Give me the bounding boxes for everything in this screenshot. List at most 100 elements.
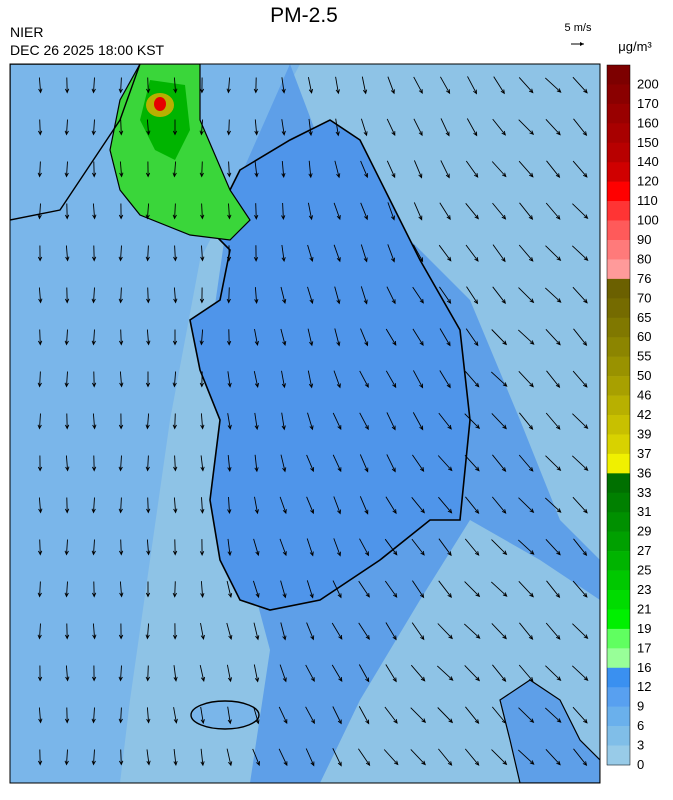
wind-arrow bbox=[278, 748, 288, 767]
wind-arrow bbox=[227, 496, 232, 515]
wind-arrow bbox=[226, 329, 232, 346]
wind-arrow bbox=[387, 76, 395, 95]
wind-arrow bbox=[200, 455, 205, 472]
wind-arrow bbox=[517, 329, 535, 345]
wind-arrow bbox=[413, 244, 424, 263]
wind-arrow bbox=[199, 329, 204, 346]
wind-arrow bbox=[281, 244, 286, 263]
wind-arrow bbox=[254, 203, 259, 220]
wind-arrow bbox=[119, 371, 124, 388]
wind-arrow bbox=[358, 580, 370, 598]
wind-arrow bbox=[490, 371, 508, 387]
wind-arrow bbox=[517, 749, 535, 765]
colorbar-segment bbox=[607, 590, 630, 610]
colorbar-segment bbox=[607, 415, 630, 435]
wind-arrow bbox=[173, 245, 178, 262]
wind-arrow bbox=[253, 706, 260, 725]
wind-arrow bbox=[64, 161, 69, 178]
wind-arrow bbox=[308, 160, 313, 179]
wind-arrow bbox=[91, 77, 96, 94]
wind-arrow bbox=[332, 454, 342, 473]
wind-arrow bbox=[358, 622, 370, 640]
wind-arrow bbox=[118, 497, 123, 514]
colorbar-segment bbox=[607, 531, 630, 552]
wind-arrow bbox=[145, 413, 150, 430]
wind-arrow bbox=[252, 748, 260, 767]
wind-arrow bbox=[438, 580, 452, 599]
wind-arrow bbox=[519, 622, 534, 641]
colorbar-label: 27 bbox=[637, 543, 651, 558]
agency: NIER bbox=[10, 24, 43, 40]
wind-arrow bbox=[544, 287, 562, 303]
wind-arrow bbox=[573, 748, 588, 767]
wind-arrow bbox=[492, 118, 506, 136]
wind-arrow bbox=[359, 496, 369, 515]
wind-arrow bbox=[91, 455, 97, 472]
wind-arrow bbox=[305, 706, 315, 725]
wind-arrow bbox=[491, 329, 508, 346]
wind-arrow bbox=[386, 160, 396, 179]
wind-arrow bbox=[413, 76, 423, 95]
wind-arrow bbox=[518, 707, 535, 724]
wind-arrow bbox=[572, 496, 588, 514]
wind-arrow bbox=[467, 76, 477, 95]
colorbar-label: 170 bbox=[637, 96, 659, 111]
wind-arrow bbox=[173, 707, 178, 724]
wind-arrow bbox=[145, 665, 150, 682]
colorbar-label: 12 bbox=[637, 679, 651, 694]
colorbar-label: 31 bbox=[637, 504, 651, 519]
wind-arrow bbox=[438, 412, 452, 430]
colorbar-segment bbox=[607, 259, 630, 280]
wind-arrow bbox=[173, 287, 178, 304]
colorbar-label: 100 bbox=[637, 213, 659, 228]
wind-arrow bbox=[91, 581, 97, 598]
wind-arrow bbox=[572, 623, 589, 640]
wind-arrow bbox=[254, 287, 259, 304]
wind-arrow bbox=[146, 77, 151, 94]
wind-arrow bbox=[146, 539, 151, 556]
wind-arrow bbox=[334, 286, 341, 305]
wind-arrow bbox=[172, 119, 178, 136]
wind-arrow bbox=[491, 623, 507, 640]
wind-arrow bbox=[518, 497, 535, 514]
wind-arrow bbox=[492, 202, 507, 220]
wind-arrow bbox=[307, 244, 314, 262]
wind-arrow bbox=[307, 202, 314, 221]
wind-arrow bbox=[281, 77, 286, 94]
colorbar-segment bbox=[607, 551, 630, 571]
colorbar-label: 25 bbox=[637, 563, 651, 578]
colorbar-label: 16 bbox=[637, 660, 651, 675]
wind-arrow bbox=[252, 580, 260, 599]
wind-arrow bbox=[226, 119, 231, 136]
wind-arrow bbox=[546, 160, 561, 179]
wind-arrow bbox=[518, 119, 535, 136]
wind-arrow bbox=[199, 539, 205, 556]
colorbar-label: 42 bbox=[637, 407, 651, 422]
wind-arrow bbox=[464, 665, 481, 682]
wind-arrow bbox=[492, 454, 507, 473]
wind-arrow bbox=[145, 245, 150, 262]
wind-arrow bbox=[384, 706, 398, 724]
colorbar-segment bbox=[607, 667, 630, 688]
wind-arrow bbox=[307, 412, 314, 431]
wind-arrow bbox=[413, 160, 423, 179]
wind-arrow bbox=[465, 328, 479, 347]
wind-arrow bbox=[386, 412, 396, 431]
wind-arrow bbox=[437, 455, 453, 472]
wind-arrow bbox=[119, 119, 124, 136]
wind-arrow bbox=[92, 413, 97, 430]
colorbar-segment bbox=[607, 648, 630, 669]
wind-arrow bbox=[464, 748, 480, 766]
wind-arrow bbox=[37, 581, 42, 598]
wind-arrow bbox=[199, 161, 204, 178]
wind-arrow bbox=[306, 622, 315, 641]
wind-arrow bbox=[253, 77, 259, 94]
wind-arrow bbox=[385, 370, 397, 389]
wind-scale-head bbox=[580, 42, 584, 46]
wind-arrow bbox=[254, 161, 259, 178]
wind-arrow bbox=[118, 413, 124, 430]
wind-arrow bbox=[173, 497, 178, 514]
wind-arrow bbox=[64, 119, 69, 136]
wind-arrow bbox=[226, 77, 231, 94]
wind-arrow bbox=[464, 454, 480, 472]
